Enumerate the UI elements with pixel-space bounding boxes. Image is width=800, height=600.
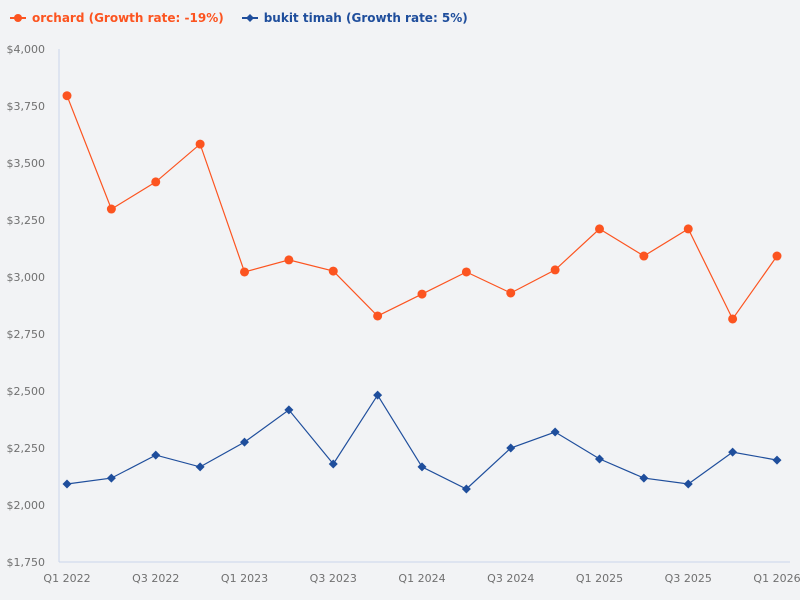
x-tick-label: Q1 2022 (43, 572, 90, 585)
data-point[interactable] (772, 455, 782, 465)
data-point[interactable] (728, 447, 738, 457)
data-point[interactable] (417, 289, 427, 299)
series-layer (62, 91, 782, 494)
y-tick-label: $3,500 (7, 157, 46, 170)
data-point[interactable] (595, 454, 604, 464)
legend-item-bukit-timah[interactable]: bukit timah (Growth rate: 5%) (241, 11, 468, 25)
data-point[interactable] (417, 462, 427, 472)
diamond-marker-icon (241, 14, 258, 22)
data-point[interactable] (639, 251, 649, 261)
x-tick-label: Q3 2022 (132, 572, 179, 585)
data-point[interactable] (151, 177, 161, 187)
data-point[interactable] (461, 267, 471, 277)
y-tick-label: $2,750 (7, 328, 46, 341)
data-point[interactable] (772, 251, 782, 261)
data-point[interactable] (683, 224, 693, 234)
data-point[interactable] (240, 437, 249, 447)
y-tick-label: $1,750 (7, 556, 46, 569)
data-point[interactable] (62, 91, 72, 101)
legend-label-orchard: orchard (Growth rate: -19%) (32, 11, 224, 25)
data-point[interactable] (328, 266, 338, 276)
data-point[interactable] (284, 405, 294, 415)
data-point[interactable] (550, 265, 560, 275)
data-point[interactable] (62, 479, 72, 489)
x-tick-label: Q3 2024 (487, 572, 534, 585)
legend-item-orchard[interactable]: orchard (Growth rate: -19%) (10, 11, 224, 25)
data-point[interactable] (683, 479, 693, 489)
x-tick-label: Q3 2025 (665, 572, 712, 585)
y-tick-label: $3,000 (7, 271, 46, 284)
data-point[interactable] (506, 288, 516, 298)
data-point[interactable] (373, 311, 383, 321)
y-tick-label: $3,750 (7, 100, 46, 113)
x-tick-label: Q1 2023 (221, 572, 268, 585)
data-point[interactable] (595, 224, 604, 234)
data-point[interactable] (506, 443, 516, 453)
x-tick-label: Q1 2026 (753, 572, 800, 585)
data-point[interactable] (550, 427, 560, 437)
data-point[interactable] (240, 267, 249, 277)
y-tick-label: $2,250 (7, 442, 46, 455)
x-tick-label: Q1 2024 (398, 572, 445, 585)
data-point[interactable] (639, 473, 649, 483)
y-tick-label: $3,250 (7, 214, 46, 227)
series-orchard (62, 91, 782, 324)
data-point[interactable] (284, 255, 294, 265)
data-point[interactable] (328, 459, 338, 469)
data-point[interactable] (106, 204, 116, 214)
y-tick-label: $2,000 (7, 499, 46, 512)
legend: orchard (Growth rate: -19%) bukit timah … (10, 8, 468, 28)
circle-marker-icon (10, 14, 26, 22)
y-tick-label: $4,000 (7, 43, 46, 56)
x-tick-label: Q1 2025 (576, 572, 623, 585)
x-axis: Q1 2022 Q3 2022 Q1 2023 Q3 2023 Q1 2024 Q3 20… (43, 561, 800, 585)
y-axis: $4,000 $3,750 $3,500 $3,250 $3,000 $2,750 $2,5… (7, 43, 60, 569)
data-point[interactable] (373, 390, 383, 400)
data-point[interactable] (728, 314, 738, 324)
series-bukit-timah (62, 390, 782, 494)
data-point[interactable] (195, 139, 205, 149)
y-tick-label: $2,500 (7, 385, 46, 398)
data-point[interactable] (106, 473, 116, 483)
legend-label-bukit-timah: bukit timah (Growth rate: 5%) (263, 11, 468, 25)
data-point[interactable] (461, 484, 471, 494)
data-point[interactable] (151, 450, 161, 460)
x-tick-label: Q3 2023 (310, 572, 357, 585)
data-point[interactable] (195, 462, 205, 472)
